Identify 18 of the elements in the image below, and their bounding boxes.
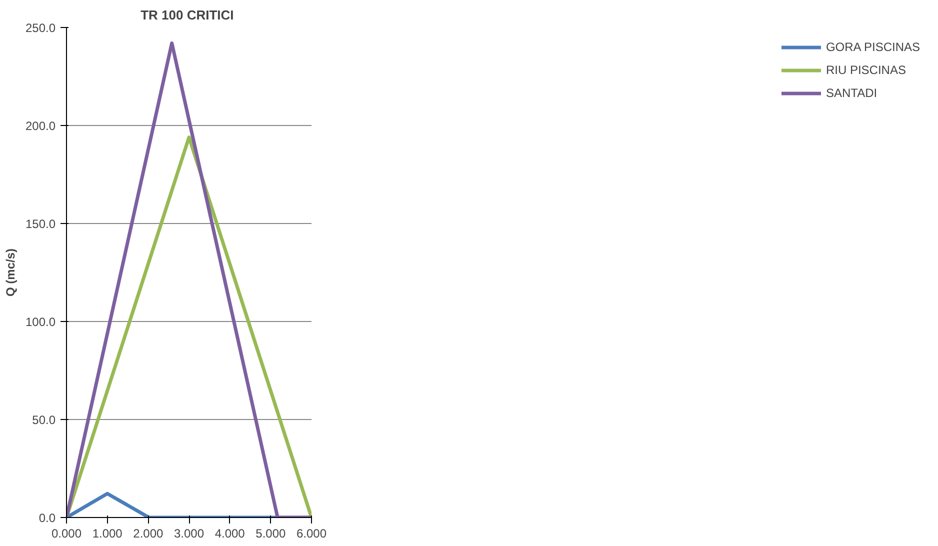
legend-label: SANTADI <box>826 86 878 100</box>
chart-title: TR 100 CRITICI <box>140 8 234 22</box>
y-tick-label: 0.0 <box>38 511 56 525</box>
y-axis-title: Q (mc/s) <box>3 248 18 297</box>
x-tick-label: 1.000 <box>92 526 123 540</box>
x-tick-label: 4.000 <box>214 526 246 540</box>
y-tick-label: 200.0 <box>25 119 56 133</box>
x-tick-label: 0.000 <box>51 526 82 540</box>
x-tick-label: 6.000 <box>296 526 327 540</box>
y-tick-label: 50.0 <box>32 413 56 427</box>
x-tick-label: 2.000 <box>133 526 164 540</box>
legend-label: RIU PISCINAS <box>826 63 906 77</box>
y-tick-label: 250.0 <box>25 21 56 35</box>
legend-label: GORA PISCINAS <box>826 40 920 54</box>
y-tick-label: 100.0 <box>25 315 56 329</box>
x-tick-label: 3.000 <box>174 526 204 540</box>
y-tick-label: 150.0 <box>25 217 56 231</box>
x-tick-label: 5.000 <box>256 526 286 540</box>
